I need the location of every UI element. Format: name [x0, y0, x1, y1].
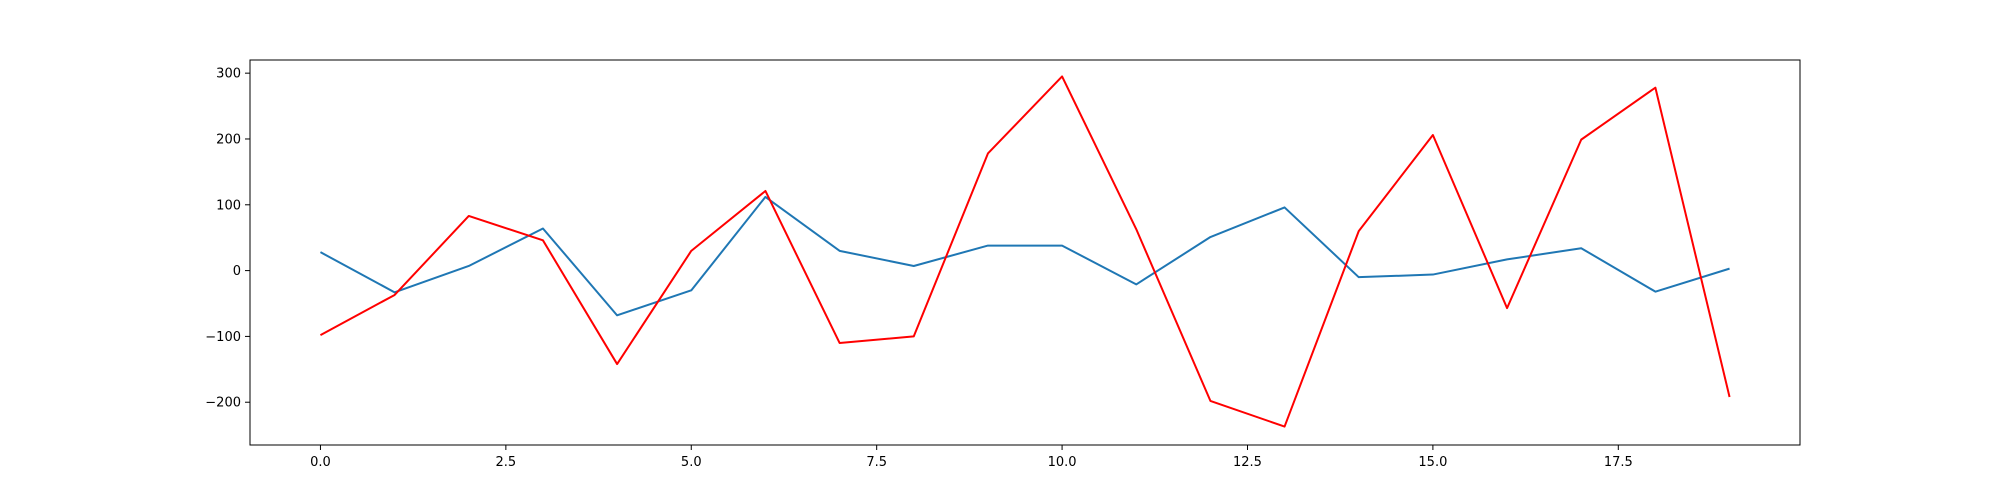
x-tick-label: 15.0: [1418, 455, 1447, 470]
x-tick-label: 17.5: [1604, 455, 1633, 470]
x-tick-label: 12.5: [1233, 455, 1262, 470]
series-layer: [319, 75, 1731, 428]
y-tick-label: −100: [205, 330, 241, 345]
series-line-1: [319, 75, 1731, 428]
y-tick-label: 0: [233, 264, 241, 279]
y-tick-label: 200: [216, 132, 241, 147]
series-line-0: [319, 195, 1730, 317]
x-tick-label: 10.0: [1048, 455, 1077, 470]
y-tick-label: −200: [205, 396, 241, 411]
y-tick-label: 100: [216, 198, 241, 213]
x-tick-label: 5.0: [681, 455, 702, 470]
x-tick-label: 2.5: [496, 455, 517, 470]
x-axis: 0.0 2.5 5.0 7.5 10.0 12.5 15.0 17.5: [310, 445, 1633, 470]
y-axis: −200 −100 0 100 200 300: [205, 67, 250, 411]
x-tick-label: 0.0: [310, 455, 331, 470]
y-tick-label: 300: [216, 67, 241, 82]
plot-area-frame: [249, 59, 1801, 446]
x-tick-label: 7.5: [866, 455, 887, 470]
